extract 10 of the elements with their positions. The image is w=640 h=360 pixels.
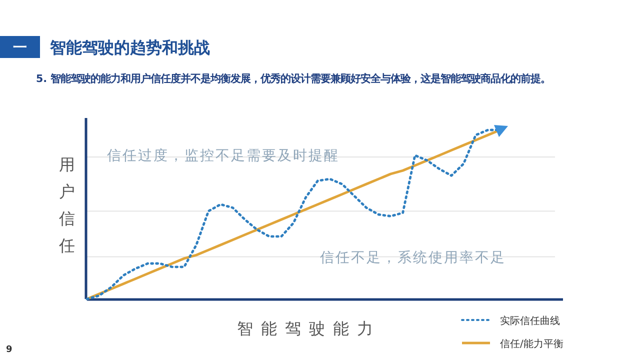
legend-label: 信任/能力平衡 xyxy=(500,338,564,350)
chart-subtitle: 5. 智能驾驶的能力和用户信任度并不是均衡发展，优秀的设计需要兼顾好安全与体验，这是智能驾驶商品化的前提。 xyxy=(36,73,551,85)
text: 9 xyxy=(6,345,12,355)
y-axis-title: 用户信任 xyxy=(58,155,75,255)
annotation: 信任过度，监控不足需要及时提醒 xyxy=(107,148,340,164)
text: 一 xyxy=(13,40,27,56)
legend-label: 实际信任曲线 xyxy=(500,315,560,327)
x-axis-title: 智能驾驶能力 xyxy=(237,319,381,338)
chart-title: 智能驾驶的趋势和挑战 xyxy=(49,38,210,57)
annotation: 信任不足，系统使用率不足 xyxy=(320,250,506,266)
